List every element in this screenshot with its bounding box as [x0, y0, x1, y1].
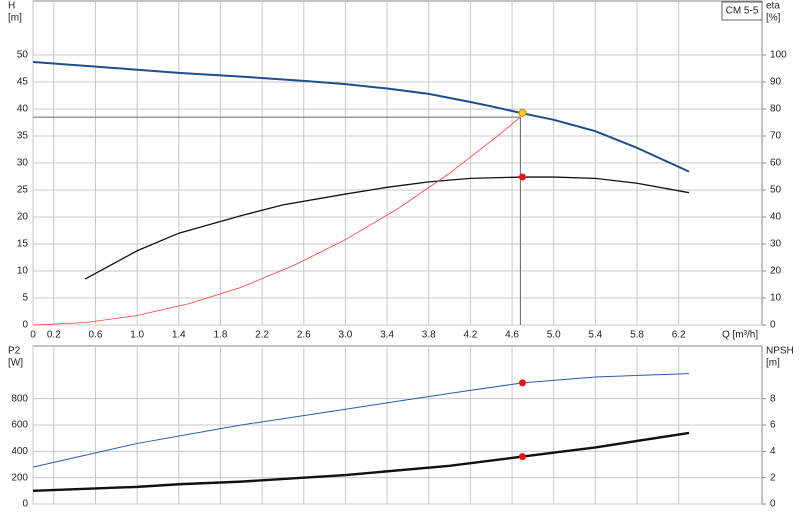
x-tick-label: 3.0: [338, 330, 352, 341]
y2-axis-unit: [%]: [766, 13, 781, 24]
x-tick-label: 4.6: [505, 330, 519, 341]
operating-point: [518, 173, 526, 181]
y2-tick-label: 50: [770, 185, 782, 196]
x-tick-label: 5.4: [588, 330, 602, 341]
x-tick-label: 1.4: [172, 330, 186, 341]
x-tick-label: 2.6: [297, 330, 311, 341]
y-tick-label: 10: [17, 266, 29, 277]
x-tick-label: 5.0: [547, 330, 561, 341]
y-tick-label: 5: [22, 293, 28, 304]
y2-tick-label: 80: [770, 104, 782, 115]
x-tick-label: 3.4: [380, 330, 394, 341]
y-tick-label: 0: [22, 499, 28, 510]
x-tick-label: 6.2: [672, 330, 686, 341]
y2-tick-label: 30: [770, 239, 782, 250]
operating-point: [518, 453, 526, 461]
legend-box: [721, 1, 763, 21]
y2-tick-label: 60: [770, 158, 782, 169]
x-tick-label: 3.8: [422, 330, 436, 341]
y-tick-label: 600: [11, 420, 28, 431]
x-tick-label: 4.2: [463, 330, 477, 341]
y2-tick-label: 2: [770, 472, 776, 483]
y-tick-label: 800: [11, 393, 28, 404]
x-tick-label: 1.0: [130, 330, 144, 341]
y-tick-label: 200: [11, 472, 28, 483]
y-tick-label: 35: [17, 131, 29, 142]
y2-tick-label: 40: [770, 212, 782, 223]
x-tick-label: 1.8: [214, 330, 228, 341]
y2-tick-label: 6: [770, 420, 776, 431]
y2-axis-label: eta: [766, 1, 780, 12]
x-tick-label: 0: [30, 330, 36, 341]
x-axis-label: Q [m³/h]: [722, 330, 758, 341]
y-tick-label: 25: [17, 185, 29, 196]
x-tick-label: 2.2: [255, 330, 269, 341]
y-tick-label: 20: [17, 212, 29, 223]
legend-label: CM 5-5: [726, 6, 759, 17]
x-tick-label: 0.6: [89, 330, 103, 341]
y2-axis-label: NPSH: [766, 346, 794, 357]
y-tick-label: 40: [17, 104, 29, 115]
y-axis-unit: [W]: [8, 358, 23, 369]
y2-tick-label: 10: [770, 293, 782, 304]
y2-tick-label: 0: [770, 320, 776, 331]
y-tick-label: 0: [22, 320, 28, 331]
y-axis-unit: [m]: [8, 13, 22, 24]
y2-tick-label: 20: [770, 266, 782, 277]
y-tick-label: 400: [11, 446, 28, 457]
series-line: [32, 373, 690, 468]
x-tick-label: 0.2: [47, 330, 61, 341]
series-line: [84, 176, 690, 280]
series-line: [32, 431, 690, 493]
operating-point: [518, 379, 526, 387]
x-tick-label: 5.8: [630, 330, 644, 341]
y2-tick-label: 100: [770, 50, 787, 61]
y2-tick-label: 0: [770, 499, 776, 510]
y2-axis-unit: [m]: [766, 358, 780, 369]
series-line: [32, 61, 690, 173]
y-tick-label: 45: [17, 77, 29, 88]
y2-tick-label: 8: [770, 393, 776, 404]
y-axis-label: P2: [8, 346, 21, 357]
y2-tick-label: 4: [770, 446, 776, 457]
y2-tick-label: 90: [770, 77, 782, 88]
y-tick-label: 30: [17, 158, 29, 169]
y-tick-label: 50: [17, 50, 29, 61]
y2-tick-label: 70: [770, 131, 782, 142]
operating-point: [518, 108, 527, 117]
y-axis-label: H: [8, 1, 15, 12]
series-line: [32, 116, 521, 326]
y-tick-label: 15: [17, 239, 29, 250]
